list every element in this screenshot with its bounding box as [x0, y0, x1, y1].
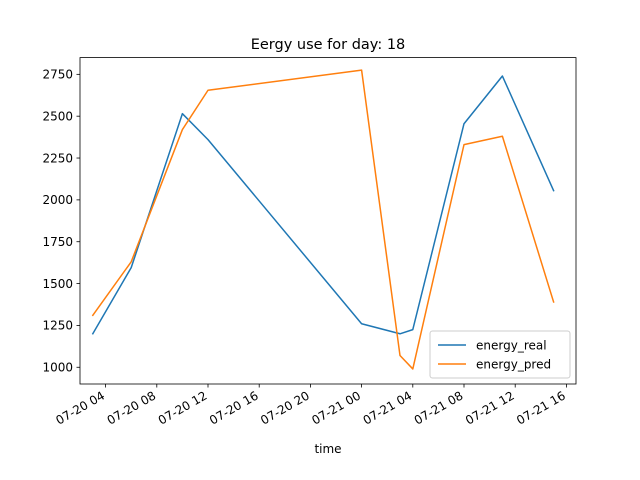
legend-label-energy-real: energy_real	[476, 338, 547, 352]
y-tick-label: 2000	[42, 193, 73, 207]
plot-area	[80, 57, 576, 384]
legend-box	[429, 330, 571, 379]
y-tick-label: 1000	[42, 361, 73, 375]
series-layer	[91, 69, 555, 370]
series-line-energy-pred	[91, 69, 555, 370]
y-tick-label: 2500	[42, 109, 73, 123]
y-tick-label: 1500	[42, 277, 73, 291]
series-line-energy-real	[91, 75, 555, 335]
y-tick-label: 1750	[42, 235, 73, 249]
y-tick-label: 2750	[42, 68, 73, 82]
legend-label-energy-pred: energy_pred	[476, 357, 551, 371]
legend: energy_real energy_pred	[429, 330, 571, 379]
y-tick-label: 2250	[42, 151, 73, 165]
x-axis-label: time	[314, 442, 341, 456]
y-tick-label: 1250	[42, 319, 73, 333]
chart-title: Eergy use for day: 18	[251, 37, 406, 53]
axes-frame	[79, 57, 577, 385]
